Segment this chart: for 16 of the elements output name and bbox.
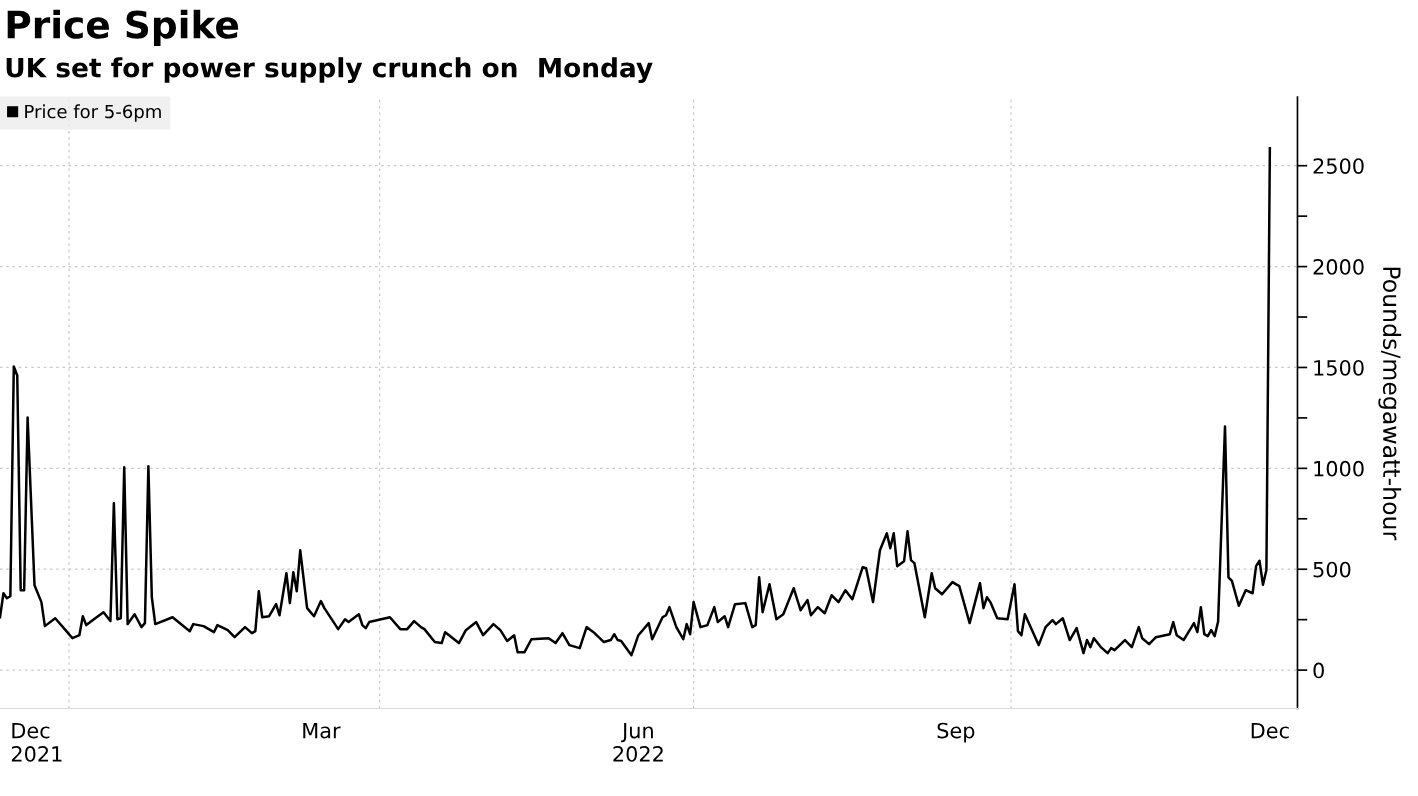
x-tick-label: Dec 2021 [11, 722, 62, 762]
x-tick-label: Jun 2022 [613, 722, 663, 762]
y-tick-label: 2500 [1313, 158, 1364, 174]
y-tick-label: 1500 [1314, 359, 1364, 376]
chart-title: Price Spike [7, 9, 239, 47]
chart-subtitle: UK set for power supply crunch on Monday [6, 57, 653, 83]
y-tick-label: 0 [1313, 662, 1324, 679]
x-tick-label: Mar [303, 722, 341, 739]
y-tick-label: 2000 [1313, 259, 1364, 275]
line-series [0, 147, 1272, 657]
y-axis-title: Pounds/megawatt-hour [1378, 267, 1402, 541]
y-tick-label: 500 [1313, 561, 1351, 578]
legend-label: Price for 5-6pm [25, 104, 161, 122]
x-tick-label: Dec [1251, 722, 1289, 739]
x-tick-label: Sep [937, 722, 975, 743]
y-tick-label: 1000 [1314, 460, 1364, 477]
